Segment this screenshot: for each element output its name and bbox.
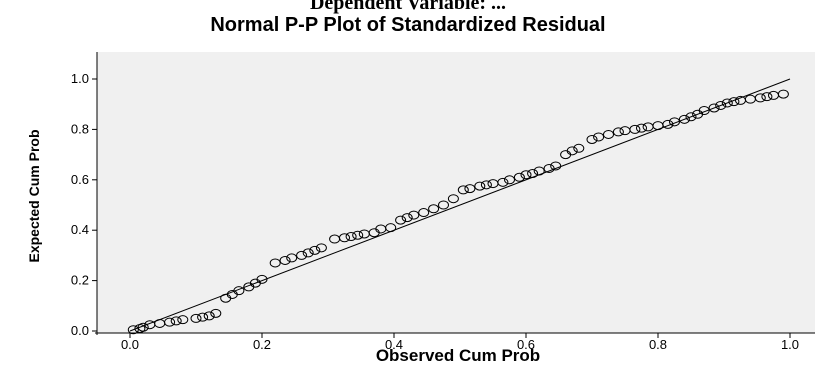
data-point <box>127 325 139 335</box>
data-point <box>543 163 555 173</box>
data-point <box>603 129 614 139</box>
data-point <box>279 255 291 265</box>
data-point <box>210 308 222 318</box>
data-point <box>678 114 690 124</box>
y-tick-label: 0.6 <box>71 172 89 187</box>
x-tick-label: 1.0 <box>781 337 799 352</box>
data-point <box>170 316 182 326</box>
data-point <box>629 124 641 134</box>
data-point <box>669 117 680 127</box>
x-tick-label: 0.2 <box>253 337 271 352</box>
data-point <box>401 213 413 223</box>
x-axis-label: Observed Cum Prob <box>376 346 540 365</box>
data-point <box>164 317 176 327</box>
data-point <box>715 100 727 110</box>
data-point <box>203 311 215 321</box>
data-point <box>177 315 189 325</box>
cut-off-title-text: Dependent Variable: ... <box>310 0 506 14</box>
data-point <box>256 274 268 284</box>
data-point <box>698 106 710 115</box>
data-point <box>662 119 674 129</box>
y-tick-label: 1.0 <box>71 71 89 86</box>
data-point <box>685 112 697 122</box>
x-axis-ticks: 0.0 0.2 0.4 0.6 0.8 1.0 <box>121 333 799 352</box>
data-point <box>612 127 624 137</box>
data-point <box>586 134 598 144</box>
data-point <box>527 169 539 178</box>
data-point <box>352 230 364 240</box>
data-point <box>385 223 397 233</box>
data-point <box>550 161 562 171</box>
x-tick-label: 0.6 <box>517 337 535 352</box>
data-point <box>721 98 733 108</box>
x-tick-label: 0.4 <box>385 337 403 352</box>
plot-area <box>97 52 815 333</box>
data-point <box>438 200 449 210</box>
x-tick-label: 0.0 <box>121 337 139 352</box>
data-point <box>497 177 509 187</box>
data-point <box>636 123 647 133</box>
data-point <box>728 97 740 107</box>
data-point <box>286 253 298 263</box>
chart-title: Normal P-P Plot of Standardized Residual <box>210 14 605 36</box>
data-point <box>474 181 486 191</box>
data-point <box>309 245 321 255</box>
data-point <box>708 103 720 113</box>
data-point <box>302 248 314 258</box>
data-point <box>315 243 327 253</box>
data-points <box>127 89 789 335</box>
data-point <box>777 89 789 99</box>
data-point <box>447 194 459 204</box>
y-tick-label: 0.0 <box>71 323 89 338</box>
data-point <box>754 93 766 103</box>
data-point <box>513 172 525 182</box>
data-point <box>533 166 545 176</box>
data-point <box>504 175 515 185</box>
data-point <box>345 232 357 241</box>
x-tick-label: 0.8 <box>649 337 667 352</box>
data-point <box>480 180 492 190</box>
data-point <box>296 250 308 260</box>
y-tick-label: 0.4 <box>71 222 89 237</box>
y-axis-ticks: 0.0 0.2 0.4 0.6 0.8 1.0 <box>71 71 97 338</box>
data-point <box>573 143 585 153</box>
data-point <box>395 215 407 225</box>
y-tick-label: 0.2 <box>71 273 89 288</box>
y-tick-label: 0.8 <box>71 121 89 136</box>
y-axis-label: Expected Cum Prob <box>26 129 42 262</box>
data-point <box>418 208 430 218</box>
data-point <box>593 132 605 142</box>
data-point <box>137 322 149 332</box>
data-point <box>428 204 440 214</box>
data-point <box>233 286 245 296</box>
data-point <box>566 146 578 156</box>
data-point <box>761 92 773 102</box>
data-point <box>464 184 476 194</box>
data-point <box>408 210 420 220</box>
data-point <box>520 170 532 180</box>
data-point <box>457 185 469 195</box>
data-point <box>339 233 350 243</box>
data-point <box>269 258 281 268</box>
data-point <box>190 313 202 323</box>
data-point <box>197 312 209 322</box>
